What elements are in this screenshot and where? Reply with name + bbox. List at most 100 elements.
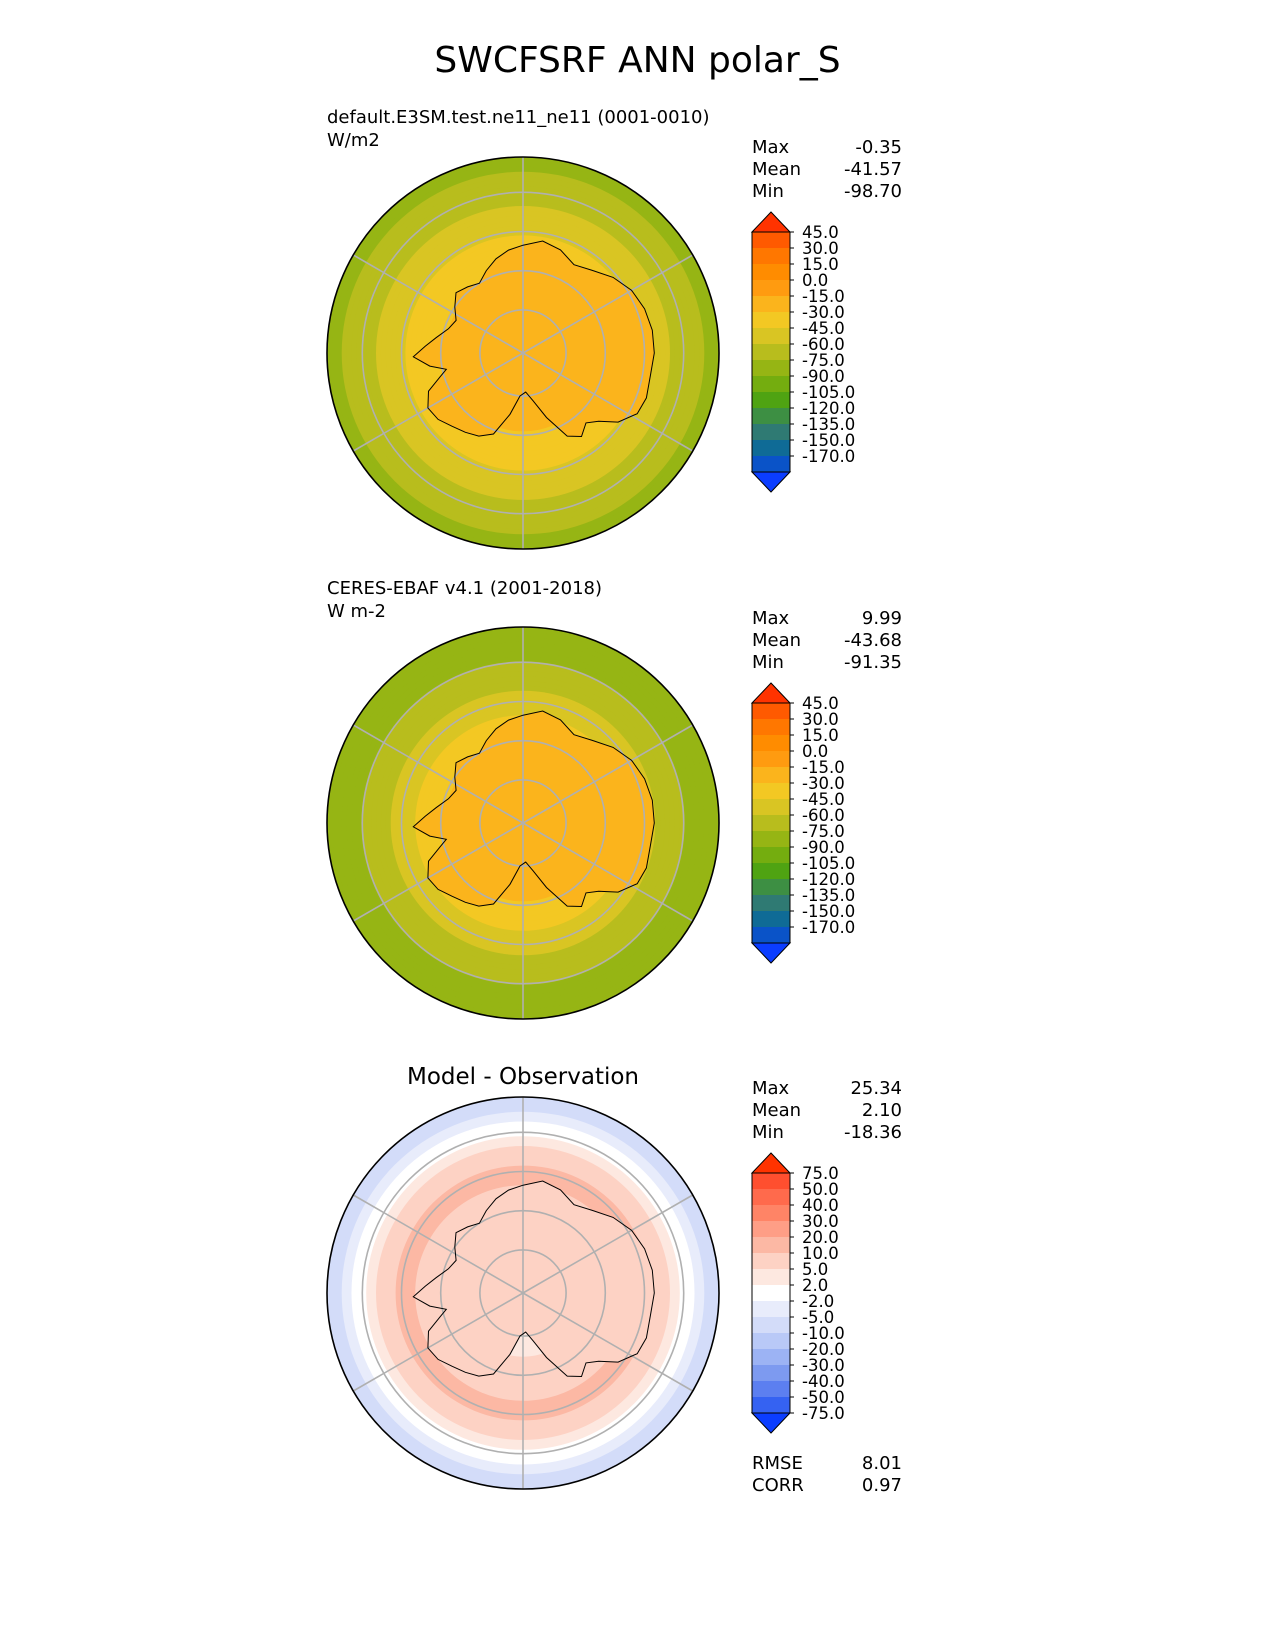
colorbar-segment <box>752 296 790 313</box>
diff-title: Model - Observation <box>406 1064 640 1090</box>
colorbar-segment <box>752 1333 790 1350</box>
stat-value: 9.99 <box>861 608 902 629</box>
stat-value: -0.35 <box>855 137 902 158</box>
colorbar-tick-label: 45.0 <box>802 223 839 242</box>
colorbar-tick-label: -135.0 <box>802 415 855 434</box>
stat-label: Max <box>752 608 790 629</box>
metric-value: 0.97 <box>861 1475 902 1496</box>
coastline <box>412 240 655 438</box>
colorbar-tick-label: -30.0 <box>802 303 845 322</box>
colorbar-tick-label: 30.0 <box>802 1212 839 1231</box>
colorbar-tick-label: -60.0 <box>802 335 845 354</box>
colorbar-tick-label: -30.0 <box>802 774 845 793</box>
antarctica-fill <box>413 241 655 437</box>
stat-label: Mean <box>752 159 802 180</box>
stat-value: -98.70 <box>843 181 902 202</box>
longitude-gridline <box>522 352 694 452</box>
stats-block: Max 25.34 Mean 2.10 Min -18.36 <box>752 1078 902 1144</box>
stat-row: Min -91.35 <box>752 652 902 674</box>
colorbar-tick-label: -120.0 <box>802 870 855 889</box>
colorbar-tick-label: 20.0 <box>802 1228 839 1247</box>
colorbar-segment <box>752 328 790 345</box>
stat-row: Mean 2.10 <box>752 1100 902 1122</box>
stat-row: Min -18.36 <box>752 1122 902 1144</box>
colorbar-frame <box>751 231 791 473</box>
colorbar-segment <box>752 879 790 896</box>
colorbar-tick-label: 75.0 <box>802 1164 839 1183</box>
colorbar-tick-label: -120.0 <box>802 399 855 418</box>
colorbar-segment <box>752 1381 790 1398</box>
longitude-gridline <box>522 1292 694 1392</box>
longitude-gridline <box>522 1194 694 1294</box>
colorbar-tick-label: -10.0 <box>802 1324 845 1343</box>
colorbar-segment <box>752 927 790 944</box>
panel-title: default.E3SM.test.ne11_ne11 (0001-0010) <box>327 107 710 128</box>
map-field <box>327 157 719 549</box>
colorbar-segment <box>752 264 790 281</box>
map-field <box>327 1097 719 1489</box>
longitude-gridline <box>352 822 524 922</box>
map-border <box>326 156 720 550</box>
antarctica-fill <box>413 711 655 907</box>
colorbar-tick-label: 30.0 <box>802 239 839 258</box>
longitude-gridline <box>352 1292 524 1392</box>
colorbar-tick-label: -75.0 <box>802 822 845 841</box>
stats-block: Max 9.99 Mean -43.68 Min -91.35 <box>752 608 902 674</box>
colorbar-segment <box>752 280 790 297</box>
map-border <box>326 626 720 1020</box>
stat-value: -41.57 <box>843 159 902 180</box>
colorbar-tick-label: -50.0 <box>802 1388 845 1407</box>
colorbar-segment <box>752 376 790 393</box>
colorbar-segment <box>752 440 790 457</box>
colorbar-tick-label: 50.0 <box>802 1180 839 1199</box>
colorbar-segment <box>752 1269 790 1286</box>
longitude-gridline <box>522 822 694 922</box>
colorbar-segment <box>752 895 790 912</box>
colorbar-segment <box>752 735 790 752</box>
stat-row: Min -98.70 <box>752 181 902 203</box>
colorbar-tick-label: -75.0 <box>802 1404 845 1423</box>
stat-value: -43.68 <box>843 630 902 651</box>
stat-value: 25.34 <box>850 1078 902 1099</box>
colorbar-tick-label: 0.0 <box>802 742 828 761</box>
stat-label: Max <box>752 137 790 158</box>
longitude-gridline <box>352 352 524 452</box>
stat-value: -91.35 <box>843 652 902 673</box>
stat-label: Min <box>752 652 784 673</box>
colorbar-tick-label: -150.0 <box>802 902 855 921</box>
colorbar-tick-label: -45.0 <box>802 319 845 338</box>
colorbar-segment <box>752 1253 790 1270</box>
colorbar-tick-label: -2.0 <box>802 1292 834 1311</box>
colorbar-segment <box>752 1397 790 1414</box>
colorbar-tick-label: -105.0 <box>802 854 855 873</box>
colorbar-tick-label: -15.0 <box>802 287 845 306</box>
colorbar-segment <box>752 392 790 409</box>
colorbar-tick-label: -20.0 <box>802 1340 845 1359</box>
colorbar-segment <box>752 424 790 441</box>
panel-units: W m-2 <box>327 601 387 622</box>
stat-label: Min <box>752 1122 784 1143</box>
stat-row: Mean -41.57 <box>752 159 902 181</box>
colorbar-segment <box>752 1173 790 1190</box>
colorbar-segment <box>752 312 790 329</box>
metrics-block: RMSE 8.01 CORR 0.97 <box>752 1453 902 1497</box>
stat-label: Mean <box>752 630 802 651</box>
longitude-gridline <box>522 254 694 354</box>
colorbar-tick-label: 15.0 <box>802 255 839 274</box>
colorbar-tick-label: 10.0 <box>802 1244 839 1263</box>
colorbar-segment <box>752 815 790 832</box>
colorbar-segment <box>752 863 790 880</box>
colorbar-segment <box>752 1301 790 1318</box>
colorbar-frame <box>751 702 791 944</box>
colorbar-tick-label: -135.0 <box>802 886 855 905</box>
colorbar-segment <box>752 703 790 720</box>
metric-label: RMSE <box>752 1453 803 1474</box>
colorbar-tick-label: -75.0 <box>802 351 845 370</box>
map-border <box>326 1096 720 1490</box>
colorbar-tick-label: 30.0 <box>802 710 839 729</box>
colorbar-tick-label: -150.0 <box>802 431 855 450</box>
